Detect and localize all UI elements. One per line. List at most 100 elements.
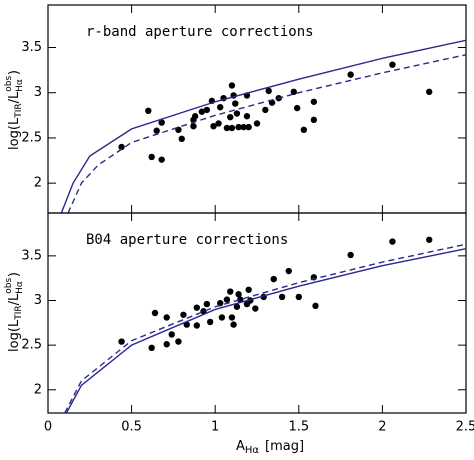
y-axis-label: log(LTIR/LobsHα): [4, 70, 25, 150]
data-point: [193, 304, 201, 311]
data-point: [389, 61, 396, 68]
data-point: [227, 288, 234, 295]
y-label-sub: Hα: [15, 281, 25, 294]
data-point: [228, 314, 236, 321]
x-axis-label: AHα [mag]: [236, 439, 304, 457]
data-point: [158, 156, 165, 163]
model-line: [64, 243, 466, 413]
data-point: [347, 251, 354, 259]
y-tick-label: 3: [34, 293, 42, 308]
y-label-part: /L: [7, 91, 22, 103]
data-point: [193, 322, 201, 329]
data-point: [217, 299, 224, 307]
y-tick-label: 3.5: [21, 40, 42, 55]
data-point: [278, 293, 286, 301]
data-point: [300, 126, 308, 133]
y-tick-label: 2: [34, 382, 42, 397]
data-point: [228, 82, 236, 89]
data-point: [148, 153, 155, 161]
data-point: [347, 71, 354, 78]
y-label-part: log(L: [7, 117, 22, 150]
data-point: [178, 135, 185, 143]
x-tick-label: 1.5: [288, 420, 309, 435]
plot-frame: [47, 212, 467, 414]
data-point: [163, 314, 170, 321]
data-point: [243, 113, 251, 120]
data-point: [210, 122, 217, 130]
x-tick-label: 2: [378, 420, 386, 435]
data-point: [190, 122, 197, 130]
data-point: [217, 103, 224, 111]
x-label-main: A: [236, 439, 245, 454]
panel-title: B04 aperture corrections: [86, 232, 288, 248]
data-point: [293, 104, 301, 112]
data-point: [235, 123, 242, 131]
data-point: [198, 108, 206, 115]
data-point: [270, 275, 277, 283]
data-point: [310, 98, 318, 105]
data-point: [153, 127, 160, 134]
model-line: [65, 248, 466, 413]
data-point: [223, 124, 231, 132]
y-axis-label: log(LTIR/LobsHα): [4, 272, 25, 352]
y-label-sup: obs: [4, 278, 14, 294]
data-point: [426, 88, 433, 96]
data-point: [168, 331, 175, 338]
data-point: [245, 286, 252, 293]
panel-title: r-band aperture corrections: [86, 24, 314, 40]
data-point: [232, 100, 239, 107]
model-line: [67, 54, 466, 213]
data-point: [237, 296, 244, 303]
y-tick-label: 2: [34, 176, 42, 191]
y-tick-label: 2.5: [21, 130, 42, 145]
y-label-part: ): [7, 272, 22, 277]
data-point: [163, 341, 170, 348]
data-point: [233, 110, 241, 117]
y-label: log(LTIR/LobsHα): [4, 70, 25, 150]
data-point: [295, 293, 302, 301]
data-point: [228, 124, 236, 132]
data-point: [191, 113, 199, 120]
data-point: [118, 338, 125, 345]
data-point: [223, 296, 231, 303]
x-tick-label: 0.5: [121, 420, 142, 435]
y-tick-label: 2.5: [21, 338, 42, 353]
y-label-sub: Hα: [15, 79, 25, 92]
y-tick-label: 3.5: [21, 248, 42, 263]
data-point: [426, 236, 433, 243]
data-point: [310, 116, 318, 124]
y-label-sup: obs: [4, 76, 14, 92]
y-label-part: log(L: [7, 319, 22, 352]
data-point: [245, 123, 252, 131]
data-point: [206, 318, 214, 326]
data-point: [203, 106, 211, 114]
data-point: [265, 87, 272, 95]
data-point: [389, 238, 396, 245]
data-point: [290, 88, 297, 96]
y-tick-label: 3: [34, 85, 42, 100]
data-point: [233, 303, 241, 310]
data-point: [230, 321, 237, 328]
x-label-sub: Hα: [245, 445, 260, 456]
y-label-part: ): [7, 70, 22, 75]
x-label-unit: [mag]: [265, 439, 304, 454]
model-line: [60, 39, 466, 213]
data-point: [158, 119, 165, 126]
data-point: [312, 302, 319, 310]
y-label-sub: TIR: [14, 103, 24, 118]
x-tick-label: 0: [44, 420, 52, 435]
data-point: [235, 291, 242, 298]
y-label: log(LTIR/LobsHα): [4, 272, 25, 352]
data-point: [240, 123, 247, 131]
x-tick-label: 1: [211, 420, 219, 435]
data-point: [252, 305, 259, 312]
data-point: [218, 314, 226, 321]
data-point: [200, 308, 207, 315]
data-point: [151, 309, 159, 317]
data-point: [118, 143, 125, 151]
data-point: [215, 120, 222, 127]
data-point: [203, 300, 211, 308]
data-point: [285, 267, 292, 275]
data-point: [227, 113, 234, 121]
